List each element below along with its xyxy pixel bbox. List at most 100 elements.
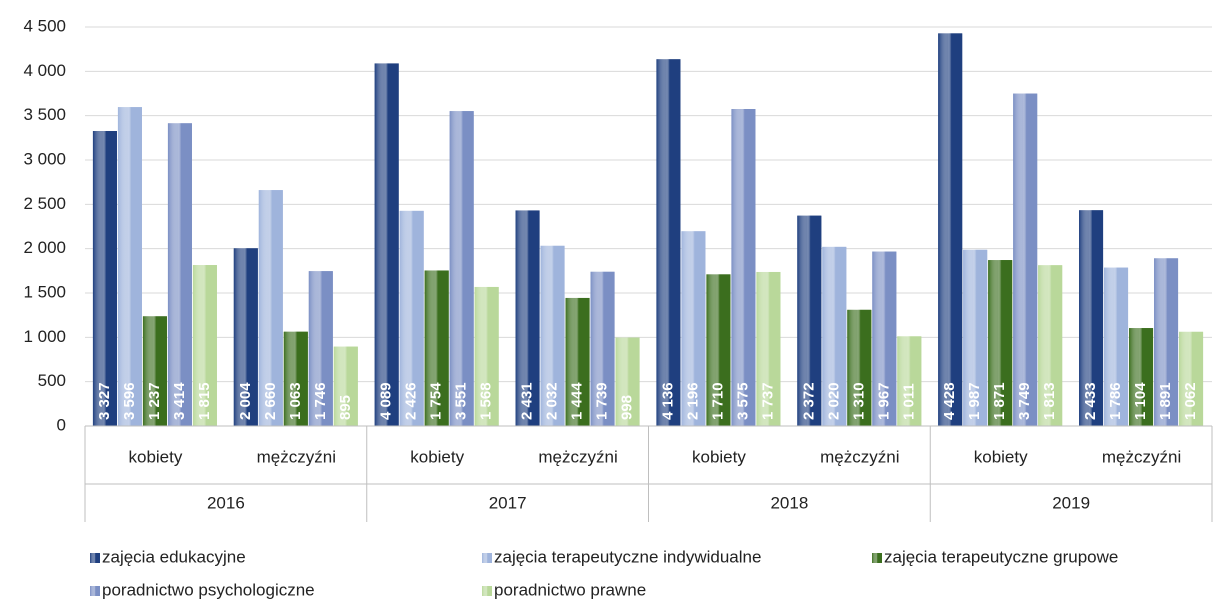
value-label: 2 020 [825, 382, 842, 420]
bar-shade [117, 107, 142, 426]
y-tick-label: 3 500 [23, 105, 66, 124]
value-label: 1 871 [991, 382, 1008, 420]
legend-swatch-shade [482, 553, 492, 563]
legend-label: zajęcia terapeutyczne grupowe [884, 547, 1118, 566]
legend-swatch-shade [482, 586, 492, 596]
value-label: 1 710 [709, 382, 726, 420]
x-tick-label: kobiety [974, 447, 1028, 466]
value-label: 1 754 [428, 382, 445, 420]
bar-shade [872, 251, 897, 426]
value-label: 1 891 [1157, 382, 1174, 420]
bar-shade [142, 316, 167, 426]
y-tick-label: 1 500 [23, 282, 66, 301]
value-label: 1 786 [1107, 382, 1124, 420]
value-label: 4 089 [378, 382, 395, 420]
bar-shade [374, 63, 399, 426]
bar-shade [963, 249, 988, 426]
value-label: 1 815 [196, 382, 213, 420]
value-label: 3 749 [1016, 382, 1033, 420]
bar-shade [540, 245, 565, 426]
value-label: 2 426 [403, 382, 420, 420]
value-label: 1 813 [1041, 382, 1058, 420]
legend-swatch-shade [90, 553, 100, 563]
bar-shade [756, 271, 781, 426]
bar-shade [424, 270, 449, 426]
value-label: 1 011 [900, 383, 917, 420]
bar-shade [515, 210, 540, 426]
bar-shade [656, 59, 681, 427]
y-tick-label: 4 000 [23, 61, 66, 80]
value-label: 1 746 [312, 382, 329, 420]
bar-shade [822, 246, 847, 426]
y-tick-label: 3 000 [23, 149, 66, 168]
bar-shade [474, 286, 499, 426]
legend-label: poradnictwo psychologiczne [102, 580, 315, 599]
group-label: 2017 [489, 493, 527, 512]
group-label: 2016 [207, 493, 245, 512]
y-tick-label: 500 [38, 371, 66, 390]
legend-label: zajęcia edukacyjne [102, 547, 246, 566]
bar-shade [590, 271, 615, 426]
value-label: 1 737 [759, 382, 776, 420]
bar-shade [938, 33, 963, 426]
value-label: 998 [619, 395, 636, 420]
value-label: 1 987 [966, 382, 983, 420]
bar-shade [192, 265, 217, 426]
bar-shade [615, 337, 640, 426]
legend-label: poradnictwo prawne [494, 580, 646, 599]
value-label: 1 739 [594, 382, 611, 420]
value-label: 2 196 [684, 382, 701, 420]
bar-shade [92, 131, 117, 427]
bar-shade [1013, 93, 1038, 426]
bar-shade [449, 111, 474, 427]
bar-shade [1154, 258, 1179, 426]
bar-shade [1129, 328, 1154, 426]
value-label: 895 [337, 395, 354, 420]
bar-shade [283, 331, 308, 426]
y-tick-label: 2 500 [23, 194, 66, 213]
x-tick-label: mężczyźni [538, 447, 617, 466]
value-label: 2 660 [262, 382, 279, 420]
y-tick-label: 0 [57, 415, 66, 434]
value-label: 4 428 [941, 382, 958, 420]
bar-shade [1079, 210, 1104, 426]
value-label: 3 327 [96, 382, 113, 420]
value-label: 1 063 [287, 382, 304, 420]
x-tick-label: mężczyźni [1102, 447, 1181, 466]
legend-label: zajęcia terapeutyczne indywidualne [494, 547, 761, 566]
legend-swatch-shade [90, 586, 100, 596]
value-label: 1 237 [146, 382, 163, 420]
bar-shade [681, 231, 706, 426]
value-label: 3 414 [171, 382, 188, 420]
bar-shade [565, 297, 590, 426]
value-label: 3 575 [734, 382, 751, 420]
value-label: 1 444 [569, 382, 586, 420]
y-tick-label: 2 000 [23, 238, 66, 257]
group-label: 2019 [1052, 493, 1090, 512]
value-label: 3 596 [121, 382, 138, 420]
bar-shade [1179, 331, 1204, 426]
bar-shade [1104, 267, 1129, 426]
x-tick-label: kobiety [692, 447, 746, 466]
bar-shade [797, 215, 822, 426]
value-label: 1 062 [1182, 382, 1199, 420]
bar-shade [847, 309, 872, 426]
bar-shade [258, 190, 283, 426]
bar-shade [731, 109, 756, 427]
bar-shade [897, 336, 922, 426]
value-label: 2 431 [519, 382, 536, 420]
value-label: 1 568 [478, 382, 495, 420]
bar-shade [399, 210, 424, 426]
group-label: 2018 [770, 493, 808, 512]
bar-shade [233, 248, 258, 426]
value-label: 2 372 [800, 382, 817, 420]
x-tick-label: kobiety [129, 447, 183, 466]
bar-shade [706, 274, 731, 426]
value-label: 1 104 [1132, 382, 1149, 420]
y-tick-label: 1 000 [23, 327, 66, 346]
bar-shade [167, 123, 192, 427]
value-label: 2 433 [1082, 382, 1099, 420]
legend-swatch-shade [872, 553, 882, 563]
value-label: 3 551 [453, 382, 470, 420]
